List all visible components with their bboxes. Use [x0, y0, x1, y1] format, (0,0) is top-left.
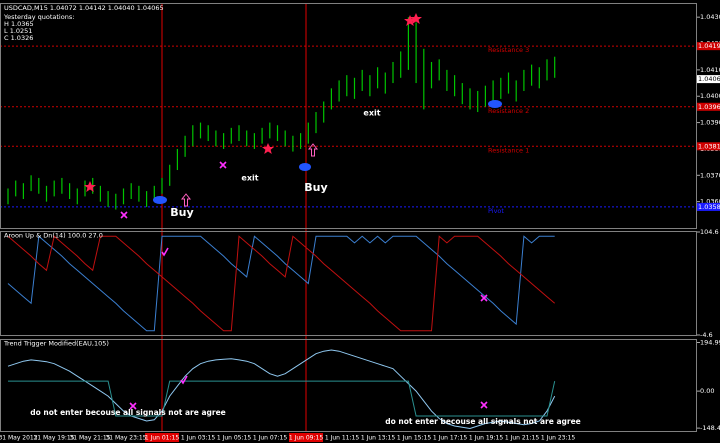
note: Yesterday quotations: — [3, 13, 74, 21]
y-tick-label: 194.99 — [700, 338, 720, 346]
y-tick-label: 0.00 — [700, 387, 714, 395]
last-price-tag — [697, 75, 720, 84]
level-tag-label: 1.04190 — [698, 42, 720, 50]
aroon-title: Aroon Up & Dn(14) 100.0 27.0 — [4, 232, 103, 240]
note: H 1.0365 — [4, 20, 34, 28]
price-panel — [0, 3, 697, 229]
level-tag — [697, 142, 720, 151]
level-name: Resistance 3 — [488, 46, 529, 54]
series-line — [7, 349, 556, 430]
time-label: 31 May 23:15 — [105, 435, 146, 442]
last-price-label: 1.04065 — [698, 75, 720, 83]
y-tick-label: 1.04300 — [700, 13, 720, 21]
time-label: 31 May 2012 — [0, 435, 38, 442]
data-layer: 1.043001.042001.041001.040001.039001.038… — [0, 13, 720, 442]
y-tick-label: 1.03600 — [700, 198, 720, 206]
time-label: 1 Jun 13:15 — [361, 435, 395, 442]
annotation: do not enter becouse all signals not are… — [385, 417, 581, 426]
y-tick-label: 104.6 — [700, 228, 719, 236]
time-label-box — [289, 433, 323, 442]
annotation: Buy — [170, 206, 193, 219]
time-label: 1 Jun 09:15 — [289, 435, 323, 442]
trend-title: Trend Trigger Modified(EAU,105) — [3, 340, 109, 348]
aroon-panel — [0, 231, 697, 336]
signal-markers — [84, 13, 502, 410]
annotation: do not enter becouse all signals not are… — [30, 408, 226, 417]
level-name: Resistance 1 — [488, 146, 529, 154]
time-label: 1 Jun 19:15 — [469, 435, 503, 442]
time-label: 1 Jun 01:15 — [145, 435, 179, 442]
note: C 1.0326 — [4, 34, 33, 42]
time-label: 1 Jun 03:15 — [181, 435, 215, 442]
level-name: Resistance 2 — [488, 107, 529, 115]
time-label: 1 Jun 21:15 — [505, 435, 539, 442]
time-label: 1 Jun 15:15 — [397, 435, 431, 442]
series-line — [7, 235, 555, 332]
y-tick-label: 1.04100 — [700, 66, 720, 74]
y-tick-label: -4.6 — [700, 331, 713, 339]
note: L 1.0251 — [4, 27, 32, 35]
time-label: 31 May 21:15 — [69, 435, 110, 442]
time-label: 1 Jun 11:15 — [325, 435, 359, 442]
time-label: 31 May 19:15 — [33, 435, 74, 442]
series-line — [8, 380, 556, 417]
annotation: Buy — [304, 181, 327, 194]
trend-panel — [0, 339, 697, 432]
y-tick-label: -148.45 — [700, 424, 720, 432]
level-tag-label: 1.03580 — [698, 203, 720, 211]
y-tick-label: 1.04000 — [700, 92, 720, 100]
level-tag-label: 1.03810 — [698, 142, 720, 150]
annotation: exit — [241, 174, 258, 183]
level-name: Pivot — [488, 207, 504, 215]
series-line — [7, 235, 556, 332]
time-label: 1 Jun 17:15 — [433, 435, 467, 442]
y-tick-label: 1.03700 — [700, 171, 720, 179]
blue-signal — [299, 163, 311, 171]
time-label: 1 Jun 05:15 — [217, 435, 251, 442]
level-tag — [697, 42, 720, 51]
time-label: 1 Jun 07:15 — [253, 435, 287, 442]
level-tag-label: 1.03960 — [698, 103, 720, 111]
blue-signal — [153, 196, 167, 204]
annotation: exit — [363, 109, 380, 118]
level-tag — [697, 102, 720, 111]
y-tick-label: 1.03900 — [700, 119, 720, 127]
time-label-box — [145, 433, 179, 442]
symbol-title: USDCAD,M15 1.04072 1.04142 1.04040 1.040… — [4, 4, 164, 12]
time-label: 1 Jun 23:15 — [541, 435, 575, 442]
level-tag — [697, 202, 720, 211]
blue-signal — [488, 100, 502, 108]
